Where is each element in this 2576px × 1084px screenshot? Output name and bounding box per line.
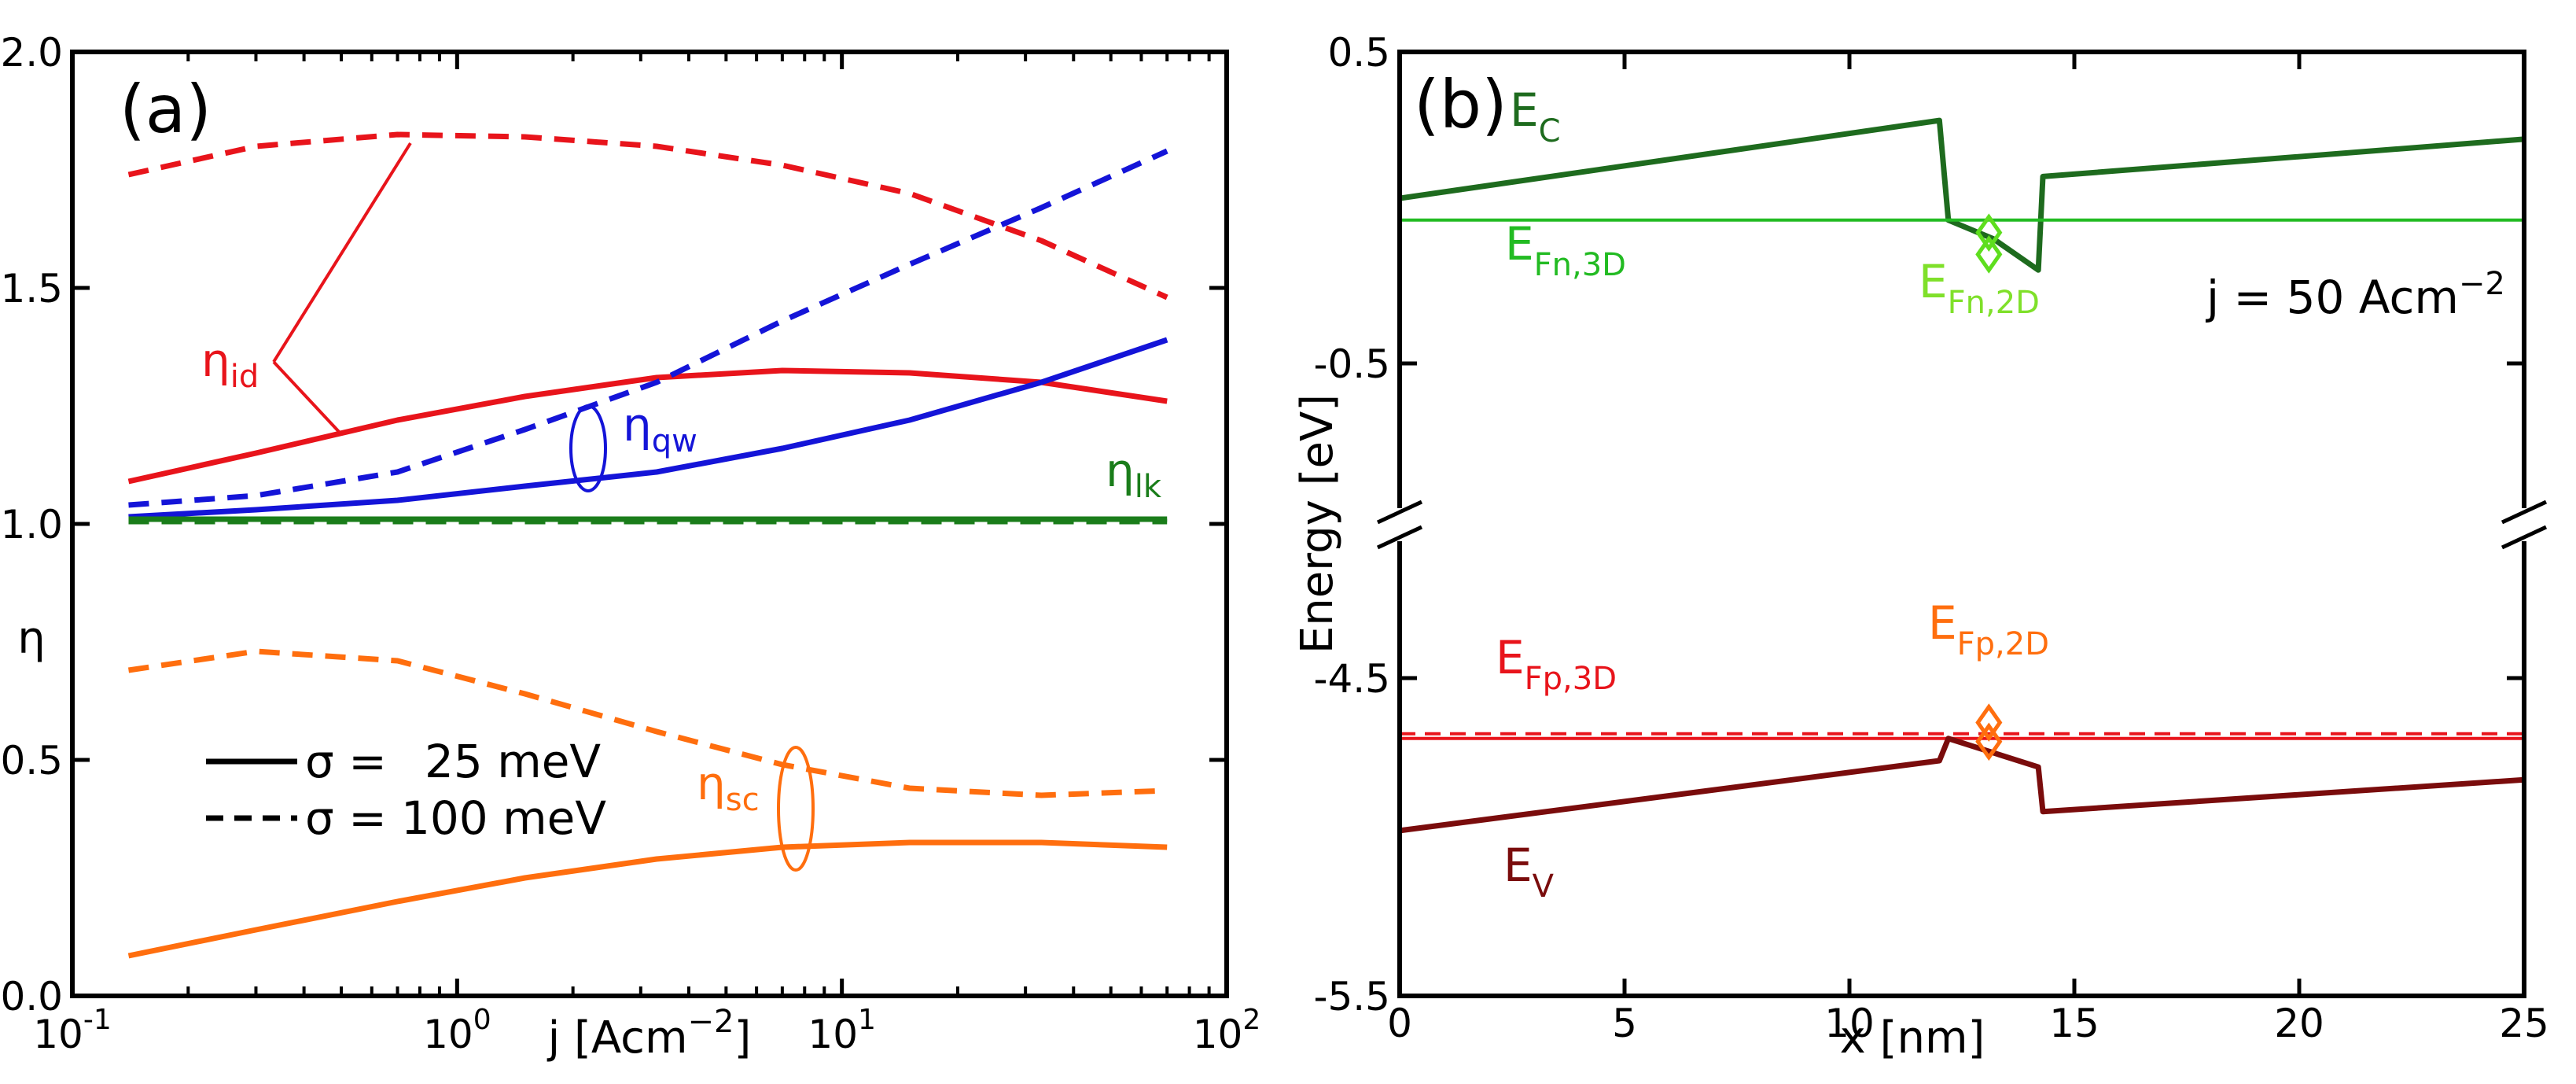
y-tick-label: -0.5 bbox=[1313, 341, 1390, 387]
x-tick-label: 100 bbox=[423, 1004, 491, 1057]
x-tick-label: 0 bbox=[1387, 1001, 1412, 1046]
eta-id-leader-lower bbox=[272, 360, 343, 436]
panel-a-series bbox=[127, 131, 1168, 959]
panel-b-series bbox=[1399, 117, 2525, 834]
x-tick-label: 101 bbox=[808, 1004, 876, 1057]
series-id-100-mev bbox=[127, 131, 1168, 300]
legend-dashed-val: 100 meV bbox=[401, 791, 606, 845]
panel-a-ylabel: η bbox=[17, 613, 46, 664]
y-tick-label: 1.5 bbox=[0, 266, 63, 312]
panel-b-frame bbox=[1397, 50, 2526, 998]
x-tick-label: 25 bbox=[2499, 1001, 2549, 1046]
label-efp2d: EFp,2D bbox=[1928, 596, 2049, 662]
series-sc-25-mev bbox=[127, 839, 1168, 959]
axis-break-left-1 bbox=[1376, 500, 1423, 525]
panel-a-ticks: 10-1 100 101 102 0.0 0.5 1.0 1.5 2.0 bbox=[0, 30, 1260, 1057]
label-ec: EC bbox=[1510, 83, 1561, 149]
x-tick-label: 102 bbox=[1193, 1004, 1261, 1057]
marker-e-fp-2d bbox=[1975, 722, 2003, 761]
x-tick-label: 10-1 bbox=[33, 1004, 112, 1057]
label-ev: EV bbox=[1503, 839, 1555, 905]
axis-break-right-2 bbox=[2501, 525, 2548, 550]
eta-sc-label: ηsc bbox=[697, 757, 760, 818]
panel-b-ylabel: Energy [eV] bbox=[1292, 394, 1343, 654]
legend-solid-sym: σ = bbox=[305, 735, 387, 788]
eta-qw-ellipse bbox=[569, 404, 607, 492]
panel-a-xlabel: j [Acm−2] bbox=[546, 1004, 752, 1064]
series-sc-100-mev bbox=[127, 648, 1168, 798]
y-tick-label: 0.0 bbox=[0, 974, 63, 1019]
series-qw-100-mev bbox=[128, 148, 1168, 508]
legend-dashed-sym: σ = bbox=[305, 791, 387, 845]
axis-break-right-1 bbox=[2501, 500, 2548, 525]
panel-a-label: (a) bbox=[120, 71, 212, 148]
label-efn3d: EFn,3D bbox=[1505, 217, 1626, 283]
y-tick-label: 1.0 bbox=[0, 502, 63, 548]
y-tick-label: 2.0 bbox=[0, 30, 63, 76]
series-qw-25-mev bbox=[128, 337, 1168, 520]
current-density-annotation: j = 50 Acm−2 bbox=[2205, 266, 2505, 324]
eta-id-leader-upper bbox=[272, 142, 412, 363]
panel-b-label: (b) bbox=[1414, 66, 1507, 143]
series-id-25-mev bbox=[127, 367, 1168, 485]
panel-b-ticks: 0 5 10 15 20 25 0.5 -0.5 -4.5 -5.5 bbox=[1313, 30, 2548, 1046]
y-tick-label: -4.5 bbox=[1313, 656, 1390, 702]
marker-e-fn-2d bbox=[1975, 235, 2003, 274]
panel-a: 10-1 100 101 102 0.0 0.5 1.0 1.5 2.0 (a) η j [Ac… bbox=[0, 30, 1260, 1064]
band-e-v bbox=[1399, 736, 2525, 834]
x-tick-label: 20 bbox=[2274, 1001, 2324, 1046]
x-tick-label: 10 bbox=[1824, 1001, 1875, 1046]
axis-break-left-2 bbox=[1376, 525, 1423, 550]
legend-solid-val: 25 meV bbox=[425, 735, 601, 788]
eta-qw-label: ηqw bbox=[623, 398, 697, 459]
y-tick-label: 0.5 bbox=[0, 738, 63, 784]
axis-break-marks bbox=[1376, 500, 2548, 550]
panel-a-annotation-marks bbox=[272, 142, 815, 872]
label-efn2d: EFn,2D bbox=[1919, 255, 2040, 321]
panel-b: 0 5 10 15 20 25 0.5 -0.5 -4.5 -5.5 (b) Energy [eV… bbox=[1292, 30, 2549, 1064]
eta-sc-ellipse bbox=[777, 746, 815, 872]
marker-e-fn-2d bbox=[1975, 213, 2003, 253]
eta-id-label: ηid bbox=[201, 334, 259, 395]
panel-a-legend: σ = 25 meV σ = 100 meV bbox=[206, 735, 606, 845]
y-tick-label: 0.5 bbox=[1327, 30, 1390, 76]
y-tick-label: -5.5 bbox=[1313, 974, 1390, 1019]
eta-lk-label: ηlk bbox=[1106, 444, 1162, 505]
label-efp3d: EFp,3D bbox=[1496, 631, 1617, 697]
x-tick-label: 5 bbox=[1612, 1001, 1637, 1046]
marker-e-fp-2d bbox=[1975, 703, 2003, 742]
x-tick-label: 15 bbox=[2049, 1001, 2099, 1046]
panel-b-xlabel: x [nm] bbox=[1840, 1012, 1985, 1064]
